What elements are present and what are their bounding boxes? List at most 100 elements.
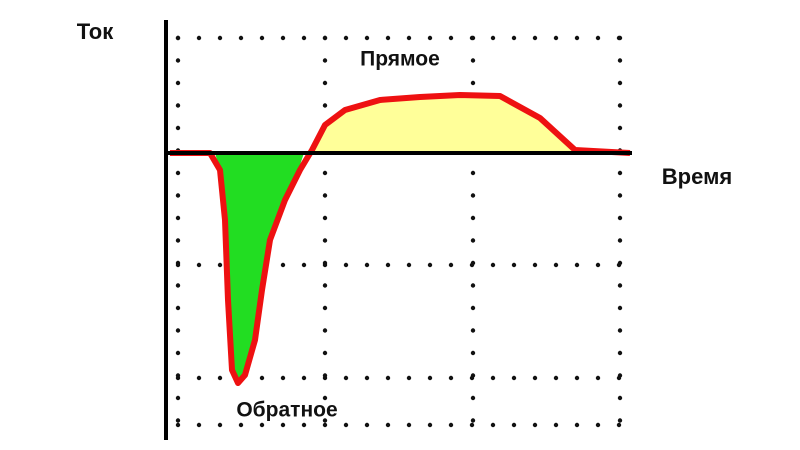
grid-dot bbox=[532, 375, 538, 381]
grid-dot bbox=[574, 262, 580, 268]
grid-dot bbox=[238, 422, 244, 428]
grid-dot bbox=[217, 262, 223, 268]
grid-dot bbox=[175, 238, 181, 243]
grid-dot bbox=[322, 283, 328, 288]
grid-dot bbox=[196, 375, 202, 381]
grid-dot bbox=[553, 422, 559, 428]
grid-dot bbox=[595, 35, 601, 41]
grid-dot bbox=[511, 375, 517, 381]
grid-dot bbox=[427, 262, 433, 268]
grid-dot bbox=[259, 422, 265, 428]
grid-dot bbox=[364, 375, 370, 381]
grid-dot bbox=[470, 350, 476, 356]
grid-dot bbox=[322, 262, 328, 268]
grid-dot bbox=[470, 170, 476, 176]
grid-dot bbox=[217, 422, 223, 428]
grid-dot bbox=[406, 35, 412, 41]
grid-dot bbox=[448, 262, 454, 268]
grid-dot bbox=[617, 395, 623, 401]
grid-dot bbox=[470, 238, 476, 243]
grid-dot bbox=[175, 262, 181, 268]
y-axis-label: Ток bbox=[77, 19, 114, 44]
current-curve bbox=[170, 92, 631, 386]
grid-dot bbox=[280, 35, 286, 41]
grid-dot bbox=[280, 422, 286, 428]
grid-dot bbox=[301, 35, 307, 41]
grid-dot bbox=[343, 375, 349, 381]
grid-dot bbox=[617, 350, 623, 356]
grid-dot bbox=[617, 58, 623, 63]
grid-dot bbox=[470, 58, 476, 63]
grid-dot bbox=[470, 418, 476, 423]
grid-dot bbox=[617, 103, 623, 108]
grid-dot bbox=[448, 35, 454, 41]
grid-dot bbox=[322, 395, 328, 401]
grid-dot bbox=[616, 35, 622, 41]
grid-dot bbox=[175, 375, 181, 381]
grid-dot bbox=[490, 422, 496, 428]
grid-dot bbox=[343, 422, 349, 428]
grid-dot bbox=[385, 35, 391, 41]
grid-dot bbox=[470, 395, 476, 401]
grid-dot bbox=[574, 422, 580, 428]
grid-dot bbox=[574, 35, 580, 41]
reverse-area bbox=[215, 153, 304, 383]
grid-dot bbox=[280, 262, 286, 268]
grid-dot bbox=[175, 283, 181, 288]
grid-dot bbox=[511, 35, 517, 41]
grid-dot bbox=[175, 35, 181, 41]
grid-dot bbox=[617, 418, 623, 423]
grid-dot bbox=[532, 422, 538, 428]
grid-dot bbox=[616, 262, 622, 268]
grid-dot bbox=[470, 283, 476, 288]
grid-dot bbox=[175, 215, 181, 221]
grid-dot bbox=[217, 35, 223, 41]
grid-dot bbox=[427, 375, 433, 381]
grid-dot bbox=[470, 215, 476, 221]
grid-dot bbox=[617, 238, 623, 243]
grid-dot bbox=[364, 262, 370, 268]
grid-dot bbox=[617, 328, 623, 333]
grid-dot bbox=[301, 422, 307, 428]
grid-dot bbox=[427, 35, 433, 41]
grid-dot bbox=[322, 193, 328, 198]
grid-dot bbox=[280, 375, 286, 381]
grid-dot bbox=[595, 262, 601, 268]
grid-dot bbox=[217, 375, 223, 381]
grid-dot bbox=[175, 328, 181, 333]
grid-dot bbox=[364, 422, 370, 428]
grid-dot bbox=[385, 375, 391, 381]
grid-dot bbox=[616, 375, 622, 381]
grid-dot bbox=[470, 305, 476, 311]
grid-dot bbox=[322, 305, 328, 311]
grid-dot bbox=[364, 35, 370, 41]
grid-dot bbox=[469, 262, 475, 268]
grid-dot bbox=[175, 350, 181, 356]
grid-dot bbox=[322, 80, 328, 86]
grid-dot bbox=[470, 193, 476, 198]
grid-dot bbox=[322, 418, 328, 423]
grid-dot bbox=[175, 170, 181, 176]
grid-dot bbox=[595, 422, 601, 428]
grid-dot bbox=[469, 375, 475, 381]
grid-dot bbox=[553, 35, 559, 41]
grid-dot bbox=[616, 422, 622, 428]
grid-dot bbox=[617, 215, 623, 221]
grid-dot bbox=[175, 125, 181, 131]
grid-dot bbox=[322, 170, 328, 176]
grid-dot bbox=[511, 422, 517, 428]
forward-label: Прямое bbox=[360, 48, 440, 71]
grid-dot bbox=[385, 262, 391, 268]
grid-dot bbox=[470, 80, 476, 86]
grid-dot bbox=[469, 422, 475, 428]
grid-dot bbox=[322, 422, 328, 428]
grid-dot bbox=[406, 262, 412, 268]
grid-dot bbox=[343, 262, 349, 268]
grid-dot bbox=[322, 238, 328, 243]
grid-dot bbox=[385, 422, 391, 428]
grid-dot bbox=[322, 215, 328, 221]
grid-dot bbox=[448, 375, 454, 381]
grid-dot bbox=[259, 375, 265, 381]
grid-dot bbox=[574, 375, 580, 381]
